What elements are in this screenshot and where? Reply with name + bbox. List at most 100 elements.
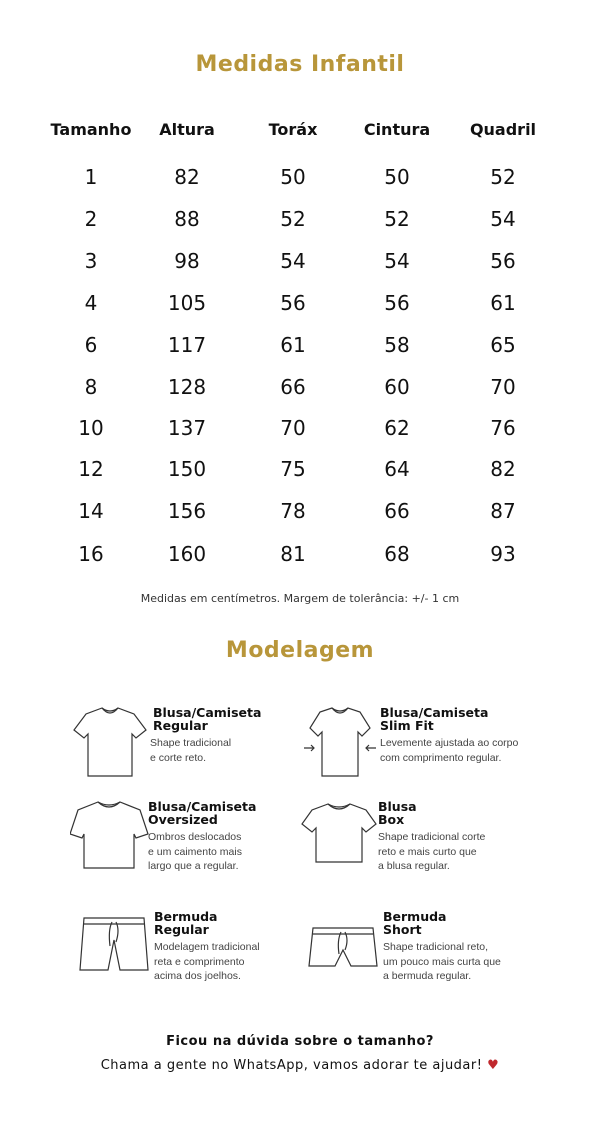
tshirt-oversized-icon [70, 801, 149, 869]
table-cell: 150 [167, 457, 207, 481]
table-cell: 8 [84, 375, 98, 399]
item-description-line: e corte reto. [150, 751, 207, 764]
table-cell: 1 [84, 165, 98, 189]
item-description: Levemente ajustada ao corpo com comprimen… [380, 736, 550, 765]
item-title: Blusa/Camiseta Oversized [148, 800, 308, 826]
table-cell: 62 [384, 416, 410, 440]
item-title: Bermuda Regular [154, 910, 314, 936]
table-cell: 78 [280, 499, 306, 523]
table-cell: 156 [167, 499, 207, 523]
footer-question: Ficou na dúvida sobre o tamanho? [166, 1034, 434, 1049]
table-cell: 50 [384, 165, 410, 189]
table-cell: 65 [490, 333, 516, 357]
table-cell: 64 [384, 457, 410, 481]
table-cell: 56 [280, 291, 306, 315]
table-cell: 105 [167, 291, 207, 315]
item-description-line: com comprimento regular. [380, 751, 502, 764]
table-cell: 70 [490, 375, 516, 399]
table-cell: 52 [490, 165, 516, 189]
item-description: Shape tradicional reto, um pouco mais cur… [383, 940, 553, 984]
table-cell: 52 [384, 207, 410, 231]
tshirt-slim-icon [304, 707, 376, 777]
item-description-line: Ombros deslocados [148, 831, 242, 843]
item-description-line: Levemente ajustada ao corpo [380, 737, 519, 749]
item-title-line: Blusa/Camiseta [148, 799, 257, 814]
footer-cta: Chama a gente no WhatsApp, vamos adorar … [0, 1058, 600, 1073]
fit-item: Bermuda Regular Modelagem tradicional reta… [76, 910, 306, 990]
item-title: Blusa/Camiseta Slim Fit [380, 706, 540, 732]
table-cell: 68 [384, 542, 410, 566]
item-description-line: a blusa regular. [378, 860, 450, 872]
table-cell: 61 [280, 333, 306, 357]
item-description: Shape tradicional e corte reto. [150, 736, 320, 765]
shorts-short-icon [308, 927, 378, 967]
table-cell: 70 [280, 416, 306, 440]
column-header: Toráx [268, 120, 318, 139]
table-cell: 81 [280, 542, 306, 566]
item-title: Bermuda Short [383, 910, 543, 936]
item-description-line: Shape tradicional corte [378, 831, 486, 843]
item-title-line: Blusa/Camiseta [153, 705, 262, 720]
table-cell: 58 [384, 333, 410, 357]
item-title-line: Bermuda [154, 909, 218, 924]
item-title-line: Blusa [378, 799, 417, 814]
table-cell: 56 [490, 249, 516, 273]
item-description-line: Shape tradicional [150, 737, 232, 749]
item-description-line: Modelagem tradicional [154, 941, 260, 953]
item-description: Ombros deslocados e um caimento mais largo… [148, 830, 318, 874]
table-cell: 66 [384, 499, 410, 523]
table-cell: 66 [280, 375, 306, 399]
column-header: Quadril [469, 120, 537, 139]
table-cell: 87 [490, 499, 516, 523]
table-cell: 14 [78, 499, 104, 523]
section-title-modelagem: Modelagem [225, 638, 375, 663]
item-description: Shape tradicional corte reto e mais curto… [378, 830, 548, 874]
table-cell: 93 [490, 542, 516, 566]
table-cell: 3 [84, 249, 98, 273]
table-cell: 60 [384, 375, 410, 399]
item-subtitle: Regular [153, 718, 208, 733]
table-cell: 117 [167, 333, 207, 357]
table-cell: 160 [167, 542, 207, 566]
item-description-line: largo que a regular. [148, 860, 239, 872]
table-cell: 10 [78, 416, 104, 440]
item-title-line: Blusa/Camiseta [380, 705, 489, 720]
column-header: Cintura [363, 120, 431, 139]
table-cell: 137 [167, 416, 207, 440]
item-subtitle: Slim Fit [380, 718, 434, 733]
column-header: Tamanho [50, 120, 132, 139]
table-cell: 52 [280, 207, 306, 231]
item-description-line: a bermuda regular. [383, 970, 472, 982]
table-cell: 88 [174, 207, 200, 231]
fit-item: Blusa/Camiseta Oversized Ombros deslocado… [70, 800, 300, 880]
item-description-line: reto e mais curto que [378, 845, 477, 858]
footer-cta-text: Chama a gente no WhatsApp, vamos adorar … [100, 1058, 483, 1073]
table-cell: 75 [280, 457, 306, 481]
item-description-line: reta e comprimento [154, 955, 245, 968]
table-cell: 61 [490, 291, 516, 315]
item-description: Modelagem tradicional reta e comprimento a… [154, 940, 324, 984]
table-cell: 54 [280, 249, 306, 273]
table-cell: 16 [78, 542, 104, 566]
item-subtitle: Short [383, 922, 422, 937]
table-cell: 76 [490, 416, 516, 440]
fit-item: Blusa/Camiseta Regular Shape tradicional e… [72, 706, 302, 786]
item-title-line: Bermuda [383, 909, 447, 924]
table-cell: 4 [84, 291, 98, 315]
table-cell: 82 [174, 165, 200, 189]
fit-item: Blusa/Camiseta Slim Fit Levemente ajustad… [302, 706, 532, 786]
table-cell: 50 [280, 165, 306, 189]
item-subtitle: Oversized [148, 812, 218, 827]
table-cell: 6 [84, 333, 98, 357]
item-description-line: um pouco mais curta que [383, 955, 501, 968]
table-cell: 12 [78, 457, 104, 481]
tshirt-box-icon [301, 803, 377, 863]
item-title: Blusa/Camiseta Regular [153, 706, 313, 732]
shorts-regular-icon [79, 917, 149, 971]
heart-icon: ♥ [487, 1058, 500, 1073]
column-header: Altura [159, 120, 215, 139]
item-subtitle: Regular [154, 922, 209, 937]
tshirt-regular-icon [73, 707, 147, 777]
table-cell: 2 [84, 207, 98, 231]
item-description-line: Shape tradicional reto, [383, 941, 489, 953]
